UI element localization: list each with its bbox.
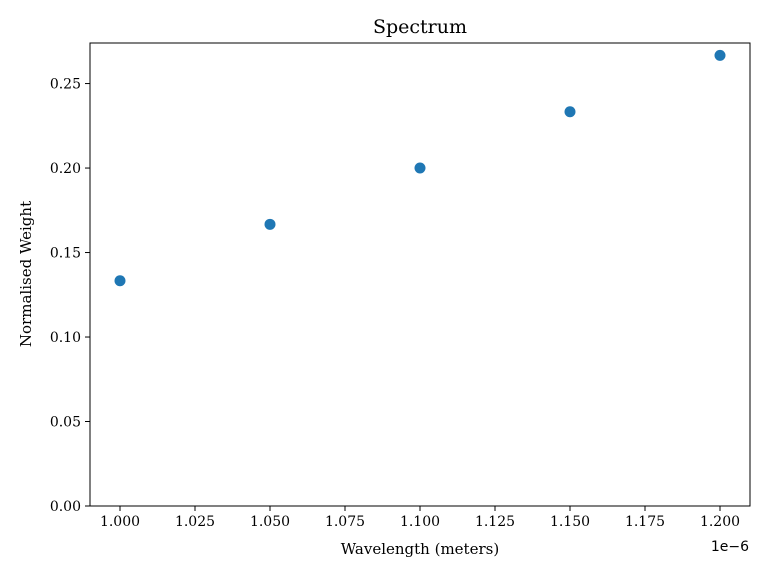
y-tick-label: 0.00 <box>50 499 81 515</box>
plot-area-frame <box>89 42 751 507</box>
data-points <box>114 49 726 287</box>
x-tick-label: 1.200 <box>700 514 740 530</box>
data-point <box>714 49 726 61</box>
x-axis-offset-label: 1e−6 <box>711 539 749 555</box>
data-point <box>114 275 126 287</box>
y-tick-label: 0.05 <box>50 415 81 431</box>
y-tick-label: 0.10 <box>50 330 81 346</box>
x-axis: 1.000 1.025 1.050 1.075 1.100 1.125 1.150 1.175… <box>100 506 740 530</box>
data-point <box>564 106 576 118</box>
data-point <box>414 162 426 174</box>
data-point <box>264 218 276 230</box>
x-tick-label: 1.125 <box>475 514 515 530</box>
x-tick-label: 1.100 <box>400 514 440 530</box>
x-tick-label: 1.175 <box>625 514 665 530</box>
x-tick-label: 1.075 <box>325 514 365 530</box>
x-tick-label: 1.150 <box>550 514 590 530</box>
chart-title: Spectrum <box>373 16 467 38</box>
y-axis-label: Normalised Weight <box>17 201 35 347</box>
y-axis: 0.00 0.05 0.10 0.15 0.20 0.25 <box>50 77 90 515</box>
y-tick-label: 0.25 <box>50 77 81 93</box>
x-axis-label: Wavelength (meters) <box>341 540 499 558</box>
y-tick-label: 0.20 <box>50 161 81 177</box>
x-tick-label: 1.050 <box>250 514 290 530</box>
x-tick-label: 1.025 <box>175 514 215 530</box>
x-tick-label: 1.000 <box>100 514 140 530</box>
y-tick-label: 0.15 <box>50 246 81 262</box>
